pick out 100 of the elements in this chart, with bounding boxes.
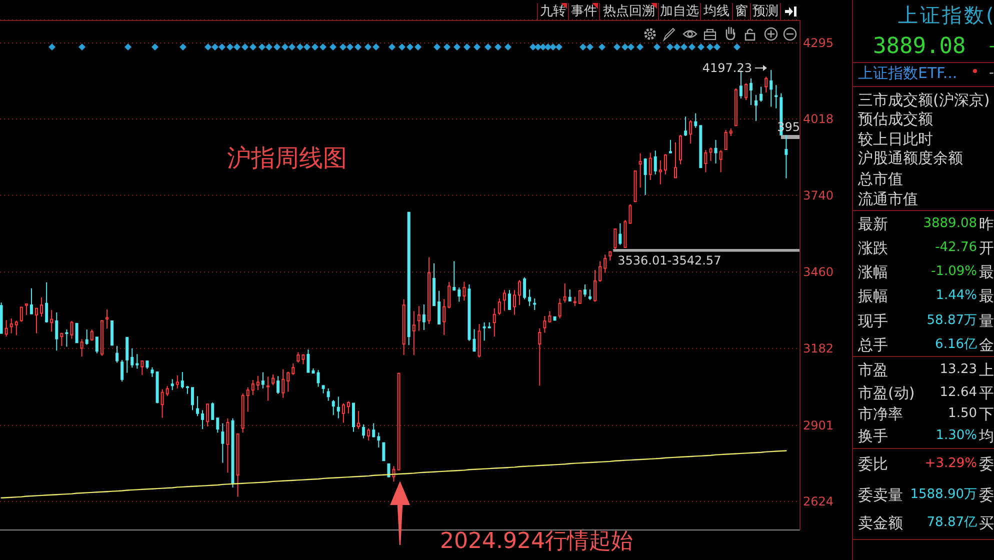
category-label: 下 [979, 405, 994, 423]
category-label: 市盈 [858, 360, 888, 380]
candlestick [372, 422, 376, 438]
candlestick [387, 463, 390, 478]
text: 13.23 [940, 362, 977, 377]
candlestick [357, 410, 360, 430]
category-label: 最新 [858, 214, 888, 234]
text: 预测 [752, 4, 778, 19]
candlestick [598, 260, 602, 282]
candlestick [784, 134, 788, 179]
candlestick [412, 310, 416, 356]
text: 6.16亿 [935, 337, 977, 352]
candlestick [594, 269, 597, 302]
text: 3889.08 [873, 33, 966, 61]
annotation: 2024.924行情起始 [440, 528, 633, 554]
text: 九转 [540, 4, 566, 19]
candlestick [170, 378, 174, 391]
candlestick [166, 385, 169, 397]
text: 1.50 [948, 406, 977, 421]
candlestick [604, 254, 607, 274]
category-label: 振幅 [858, 286, 888, 306]
candlestick [618, 222, 622, 246]
candlestick [75, 322, 78, 344]
y-tick-label: 4295 [803, 36, 834, 50]
category-label: 最 [979, 263, 994, 281]
candlestick [654, 150, 657, 175]
candlestick [60, 332, 64, 346]
candlestick [130, 348, 134, 368]
candlestick [332, 399, 335, 416]
candlestick [136, 354, 139, 370]
y-tick-label: 3740 [803, 188, 834, 202]
candlestick [367, 428, 370, 442]
text: -1.09% [931, 264, 977, 279]
candlestick [664, 154, 667, 175]
candlestick [573, 296, 576, 307]
candlestick [45, 282, 48, 324]
candlestick [352, 402, 355, 432]
candlestick [120, 359, 124, 382]
category-label: 预估成交额 [858, 109, 933, 129]
candlestick [558, 298, 562, 319]
candlestick [286, 371, 290, 392]
candlestick [764, 76, 768, 93]
category-label: 昨 [979, 215, 994, 233]
text: +3.29% [924, 456, 977, 471]
category-label: 委 [979, 486, 994, 504]
candlestick [754, 94, 758, 122]
candlestick [40, 296, 44, 318]
candlestick [508, 289, 511, 310]
category-label: 开 [979, 239, 994, 257]
text: 上证指数ETF... [858, 64, 958, 82]
candlestick [226, 418, 230, 474]
text: 12.64 [940, 385, 977, 400]
text: 均线 [704, 4, 730, 19]
category-label: 沪股通额度余额 [858, 148, 963, 168]
candlestick [583, 284, 586, 298]
category-label: 平 [979, 384, 994, 402]
candlestick [30, 288, 33, 314]
candlestick [326, 388, 330, 402]
candlestick [160, 388, 164, 418]
candlestick [578, 289, 582, 304]
candlestick [462, 281, 466, 302]
candlestick [709, 147, 712, 162]
candlestick [528, 288, 532, 307]
candlestick [221, 422, 224, 464]
category-label: 市净率 [858, 404, 903, 424]
candlestick [644, 158, 647, 196]
category-label: 最 [979, 287, 994, 305]
text: 窗 [735, 4, 748, 19]
candlestick [196, 396, 200, 417]
candlestick [176, 374, 179, 389]
candlestick [498, 298, 501, 316]
y-tick-label: 2624 [803, 494, 834, 508]
candlestick [588, 288, 592, 301]
candlestick [689, 120, 692, 144]
candlestick [316, 370, 320, 388]
candlestick [80, 338, 84, 358]
candlestick [694, 112, 698, 128]
text: 加自选 [660, 4, 699, 19]
candlestick [502, 289, 506, 312]
candlestick [206, 404, 210, 428]
candlestick [140, 360, 144, 376]
annotation: 4197.23 [702, 61, 752, 75]
candlestick [448, 281, 451, 309]
candlestick [704, 150, 708, 173]
category-label: 金 [979, 336, 994, 354]
candlestick [105, 308, 108, 330]
candlestick [190, 387, 194, 411]
candlestick [458, 286, 461, 302]
candlestick [382, 442, 386, 462]
category-label: 流通市值 [858, 189, 918, 209]
candlestick [180, 371, 184, 389]
candlestick [749, 78, 752, 106]
candlestick [674, 142, 678, 178]
candlestick [684, 116, 688, 137]
line-series [0, 450, 787, 498]
candlestick [126, 336, 129, 374]
candlestick [533, 298, 536, 310]
candlestick [438, 290, 441, 324]
candlestick [668, 139, 672, 154]
category-label: 市盈(动) [858, 383, 915, 403]
